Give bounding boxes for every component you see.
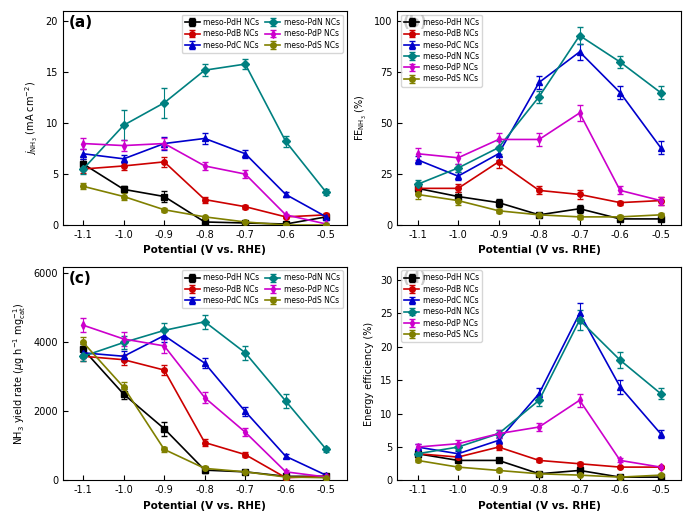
Y-axis label: FE$_{\mathrm{NH_3}}$ (%): FE$_{\mathrm{NH_3}}$ (%) xyxy=(354,94,369,141)
Text: (a): (a) xyxy=(69,15,93,30)
Legend: meso-PdH NCs, meso-PdB NCs, meso-PdC NCs, meso-PdN NCs, meso-PdP NCs, meso-PdS N: meso-PdH NCs, meso-PdB NCs, meso-PdC NCs… xyxy=(181,15,343,53)
Y-axis label: Energy efficiency (%): Energy efficiency (%) xyxy=(365,322,374,425)
Y-axis label: NH$_3$ yield rate ($\mu$g h$^{-1}$ mg$_{\mathrm{cat}}^{-1}$): NH$_3$ yield rate ($\mu$g h$^{-1}$ mg$_{… xyxy=(11,302,28,445)
Legend: meso-PdH NCs, meso-PdB NCs, meso-PdC NCs, meso-PdN NCs, meso-PdP NCs, meso-PdS N: meso-PdH NCs, meso-PdB NCs, meso-PdC NCs… xyxy=(401,270,482,342)
Y-axis label: $j_{\mathrm{NH_3}}$ (mA cm$^{-2}$): $j_{\mathrm{NH_3}}$ (mA cm$^{-2}$) xyxy=(24,81,40,155)
Legend: meso-PdH NCs, meso-PdB NCs, meso-PdC NCs, meso-PdN NCs, meso-PdP NCs, meso-PdS N: meso-PdH NCs, meso-PdB NCs, meso-PdC NCs… xyxy=(181,270,343,308)
Text: (d): (d) xyxy=(403,271,428,286)
X-axis label: Potential (V vs. RHE): Potential (V vs. RHE) xyxy=(143,245,266,255)
X-axis label: Potential (V vs. RHE): Potential (V vs. RHE) xyxy=(477,501,601,511)
X-axis label: Potential (V vs. RHE): Potential (V vs. RHE) xyxy=(477,245,601,255)
Legend: meso-PdH NCs, meso-PdB NCs, meso-PdC NCs, meso-PdN NCs, meso-PdP NCs, meso-PdS N: meso-PdH NCs, meso-PdB NCs, meso-PdC NCs… xyxy=(401,15,482,87)
X-axis label: Potential (V vs. RHE): Potential (V vs. RHE) xyxy=(143,501,266,511)
Text: (c): (c) xyxy=(69,271,91,286)
Text: (b): (b) xyxy=(403,15,428,30)
